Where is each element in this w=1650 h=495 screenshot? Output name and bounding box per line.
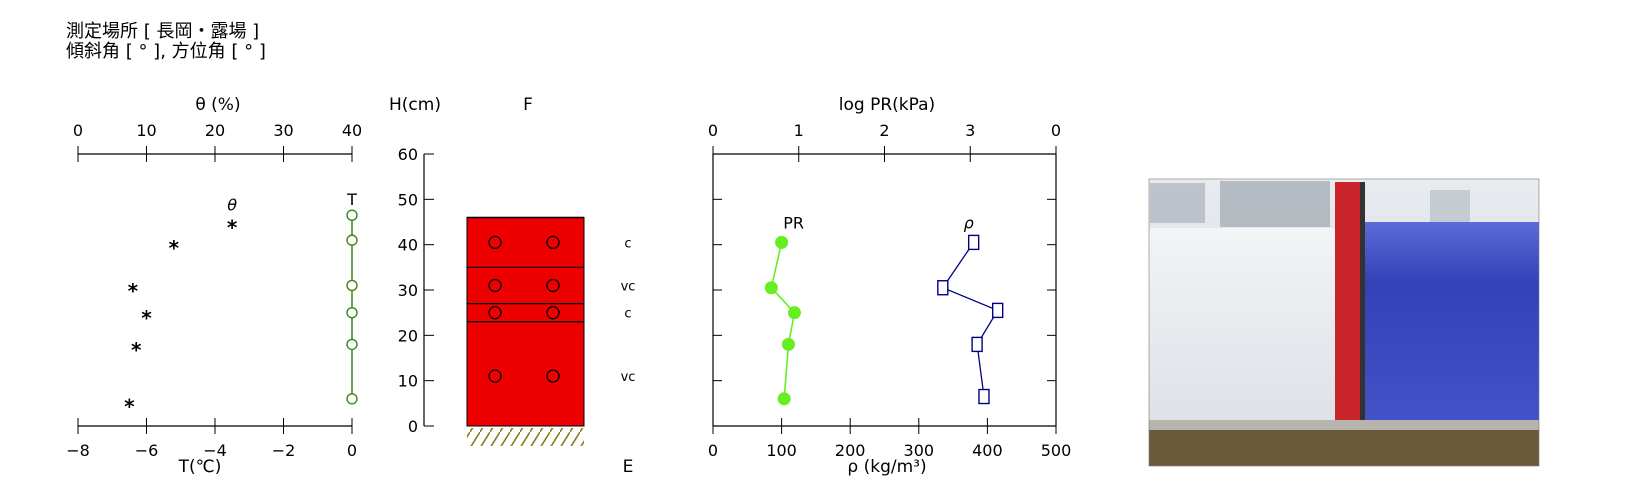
theta-tick-label: 10 bbox=[136, 121, 156, 140]
temperature-tick-label: −2 bbox=[272, 441, 296, 460]
density-tick-label: 0 bbox=[708, 441, 718, 460]
grain-marker bbox=[488, 369, 502, 383]
pr-point bbox=[777, 392, 791, 406]
grain-marker bbox=[546, 235, 560, 250]
density-point bbox=[937, 280, 949, 296]
grain-marker bbox=[546, 306, 560, 320]
density-point bbox=[971, 336, 983, 353]
grain-marker bbox=[546, 278, 560, 293]
temperature-tick-label: −8 bbox=[66, 441, 90, 460]
theta-point: * bbox=[128, 279, 139, 303]
grain-marker bbox=[488, 278, 502, 293]
pr-series-label: PR bbox=[783, 213, 804, 232]
density-axis-label: ρ (kg/m³) bbox=[847, 457, 926, 477]
temperature-point bbox=[346, 234, 358, 246]
theta-tick-label: 20 bbox=[205, 121, 225, 140]
ground-hatch bbox=[467, 428, 584, 446]
theta-point: * bbox=[124, 395, 135, 419]
ground-label: E bbox=[623, 457, 634, 477]
height-tick-label: 30 bbox=[398, 281, 418, 300]
grain-marker bbox=[488, 306, 502, 320]
height-tick-label: 10 bbox=[398, 372, 418, 391]
density-tick-label: 500 bbox=[1041, 441, 1072, 460]
pr-point bbox=[781, 337, 795, 351]
pr-line bbox=[770, 242, 796, 399]
pr-tick-label: 3 bbox=[965, 121, 975, 140]
density-point bbox=[967, 234, 980, 251]
pr-axis-label: log PR(kPa) bbox=[839, 95, 935, 115]
layer-panel-title: F bbox=[523, 95, 533, 115]
grain-type-label: vc bbox=[621, 279, 636, 294]
pr-tick-label: 0 bbox=[1051, 121, 1061, 140]
temperature-point bbox=[346, 279, 358, 292]
pr-point bbox=[775, 235, 789, 249]
height-tick-label: 50 bbox=[398, 190, 418, 209]
temperature-tick-label: −6 bbox=[135, 441, 159, 460]
temperature-point bbox=[346, 209, 358, 221]
pr-point bbox=[787, 306, 801, 320]
temperature-point bbox=[346, 338, 358, 351]
grain-type-label: c bbox=[624, 307, 631, 322]
density-tick-label: 400 bbox=[972, 441, 1003, 460]
pr-point bbox=[764, 281, 778, 295]
pr-tick-label: 0 bbox=[708, 121, 718, 140]
density-tick-label: 100 bbox=[766, 441, 797, 460]
grain-type-label: c bbox=[624, 236, 631, 251]
density-point bbox=[978, 388, 990, 405]
temperature-point bbox=[346, 306, 358, 319]
temperature-tick-label: −4 bbox=[203, 441, 227, 460]
theta-axis-label: θ (%) bbox=[195, 95, 240, 115]
theta-point: * bbox=[169, 236, 180, 260]
theta-tick-label: 30 bbox=[273, 121, 293, 140]
temperature-axis-label: T(℃) bbox=[178, 457, 222, 477]
density-line bbox=[941, 242, 999, 397]
theta-point: * bbox=[131, 338, 142, 362]
grain-type-label: vc bbox=[621, 370, 636, 385]
height-tick-label: 40 bbox=[398, 236, 418, 255]
theta-series-label: θ bbox=[227, 196, 237, 215]
grain-marker bbox=[546, 369, 560, 383]
theta-point: * bbox=[141, 306, 152, 330]
theta-tick-label: 0 bbox=[73, 121, 83, 140]
theta-tick-label: 40 bbox=[342, 121, 362, 140]
density-series-label: ρ bbox=[964, 213, 974, 232]
height-tick-label: 0 bbox=[408, 417, 418, 436]
pr-tick-label: 2 bbox=[879, 121, 889, 140]
temperature-series-label: T bbox=[346, 190, 357, 209]
temperature-tick-label: 0 bbox=[347, 441, 357, 460]
height-tick-label: 60 bbox=[398, 145, 418, 164]
location-title: 測定場所 [ 長岡・露場 ] bbox=[66, 21, 260, 42]
temperature-point bbox=[346, 393, 358, 405]
height-tick-label: 20 bbox=[398, 326, 418, 345]
slope-azimuth-title: 傾斜角 [ ° ], 方位角 [ ° ] bbox=[66, 41, 266, 62]
density-tick-label: 300 bbox=[904, 441, 935, 460]
height-axis-label: H(cm) bbox=[389, 95, 441, 115]
snow-pit-photo bbox=[1148, 178, 1540, 467]
density-tick-label: 200 bbox=[835, 441, 866, 460]
density-point bbox=[991, 302, 1004, 319]
grain-marker bbox=[488, 235, 502, 250]
theta-point: * bbox=[227, 216, 238, 240]
pr-tick-label: 1 bbox=[794, 121, 804, 140]
